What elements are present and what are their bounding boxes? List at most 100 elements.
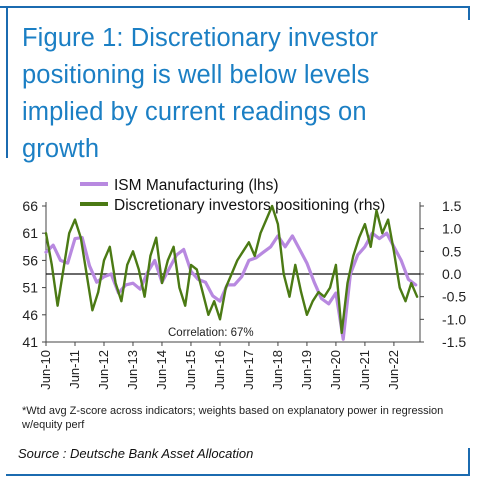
positioning-data-point (317, 291, 320, 293)
positioning-data-point (195, 268, 198, 271)
y-right-tick-label: 0.5 (442, 243, 462, 259)
positioning-data-point (219, 318, 221, 321)
positioning-data-point (137, 268, 140, 271)
ism-data-point (378, 237, 381, 240)
correlation-annotation: Correlation: 67% (168, 327, 254, 339)
positioning-data-point (236, 259, 239, 262)
y-left-tick-label: 41 (22, 334, 38, 350)
frame-left-border (6, 6, 8, 158)
positioning-data-point (149, 255, 152, 257)
positioning-data-point (300, 291, 302, 293)
positioning-data-point (259, 232, 262, 235)
positioning-data-point (143, 295, 146, 298)
y-right-tick-label: 0.0 (442, 266, 462, 282)
ism-data-point (153, 259, 156, 262)
positioning-data-point (224, 286, 227, 289)
positioning-data-point (335, 264, 337, 266)
frame-right-top-border (468, 6, 470, 20)
x-tick-label: Jun-21 (357, 350, 372, 390)
y-right-tick-label: 1.0 (442, 221, 462, 237)
positioning-data-point (68, 232, 71, 235)
ism-data-point (95, 281, 98, 284)
positioning-data-point (50, 264, 53, 266)
ism-data-point (59, 259, 62, 262)
positioning-data-point (201, 291, 204, 293)
positioning-data-point (207, 313, 210, 316)
x-tick-label: Jun-14 (154, 350, 169, 390)
ism-data-point (255, 256, 258, 259)
positioning-data-point (190, 264, 192, 266)
x-tick-label: Jun-22 (386, 350, 401, 390)
ism-data-point (168, 267, 171, 270)
ism-data-point (175, 254, 178, 256)
ism-data-point (182, 248, 185, 251)
y-left-tick-label: 51 (22, 280, 38, 296)
ism-data-point (110, 273, 113, 275)
ism-data-point (219, 300, 221, 303)
positioning-data-point (311, 300, 314, 303)
x-tick-label: Jun-13 (125, 350, 140, 390)
positioning-data-point (404, 300, 407, 303)
chart-footnote: *Wtd avg Z-score across indicators; weig… (22, 405, 444, 431)
legend-label-ism: ISM Manufacturing (lhs) (114, 177, 279, 194)
positioning-data-point (213, 300, 216, 303)
positioning-data-point (410, 282, 413, 284)
positioning-data-point (120, 300, 123, 303)
ism-data-point (248, 259, 250, 262)
frame-top-border (0, 6, 470, 8)
positioning-data-point (132, 250, 134, 253)
positioning-data-point (166, 259, 169, 262)
positioning-data-point (103, 259, 105, 262)
ism-data-point (88, 264, 91, 267)
positioning-data-point (253, 255, 256, 257)
positioning-data-point (230, 273, 233, 275)
ism-data-point (74, 237, 76, 240)
positioning-data-point (375, 209, 378, 212)
ism-data-point (327, 303, 330, 305)
positioning-data-point (45, 232, 47, 235)
positioning-data-point (172, 245, 175, 248)
positioning-series-line (44, 204, 419, 335)
y-left-tick-label: 56 (22, 252, 38, 268)
ism-data-point (66, 262, 69, 264)
ism-data-point (291, 235, 294, 237)
positioning-data-point (126, 264, 129, 266)
ism-data-point (400, 259, 403, 262)
x-tick-label: Jun-20 (328, 350, 343, 390)
frame-right-bottom-border (468, 448, 470, 476)
positioning-data-point (277, 223, 279, 225)
y-left-tick-label: 61 (22, 225, 38, 241)
ism-data-point (262, 251, 265, 254)
ism-data-point (211, 294, 214, 297)
positioning-data-point (294, 264, 297, 266)
ism-data-point (385, 232, 388, 235)
positioning-data-point (108, 245, 111, 248)
ism-data-point (132, 282, 134, 285)
ism-data-point (269, 245, 272, 248)
ism-series-line (44, 231, 418, 341)
positioning-data-point (288, 295, 291, 298)
x-tick-label: Jun-16 (212, 350, 227, 390)
figure-title: Figure 1: Discretionary investor positio… (22, 24, 379, 163)
ism-data-point (233, 284, 236, 286)
positioning-data-point (178, 286, 181, 289)
positioning-data-point (184, 304, 187, 307)
y-right-tick-label: -1.5 (442, 334, 466, 350)
positioning-data-point (364, 223, 366, 225)
positioning-data-point (242, 250, 245, 253)
ism-data-point (313, 281, 316, 284)
legend-label-positioning: Discretionary investors positioning (rhs… (114, 197, 385, 214)
source-note: Source : Deutsche Bank Asset Allocation (18, 446, 254, 461)
ism-data-point (335, 292, 337, 294)
ism-data-point (320, 297, 323, 300)
positioning-data-point (381, 232, 384, 235)
ism-data-point (364, 245, 366, 248)
positioning-data-point (346, 282, 349, 284)
chart-series-layer (44, 204, 419, 341)
positioning-data-point (416, 295, 418, 298)
ism-data-point (306, 262, 308, 264)
y-left-tick-label: 66 (22, 198, 38, 214)
positioning-data-point (56, 304, 59, 307)
y-right-tick-label: 1.5 (442, 198, 462, 214)
positioning-data-point (398, 286, 401, 289)
